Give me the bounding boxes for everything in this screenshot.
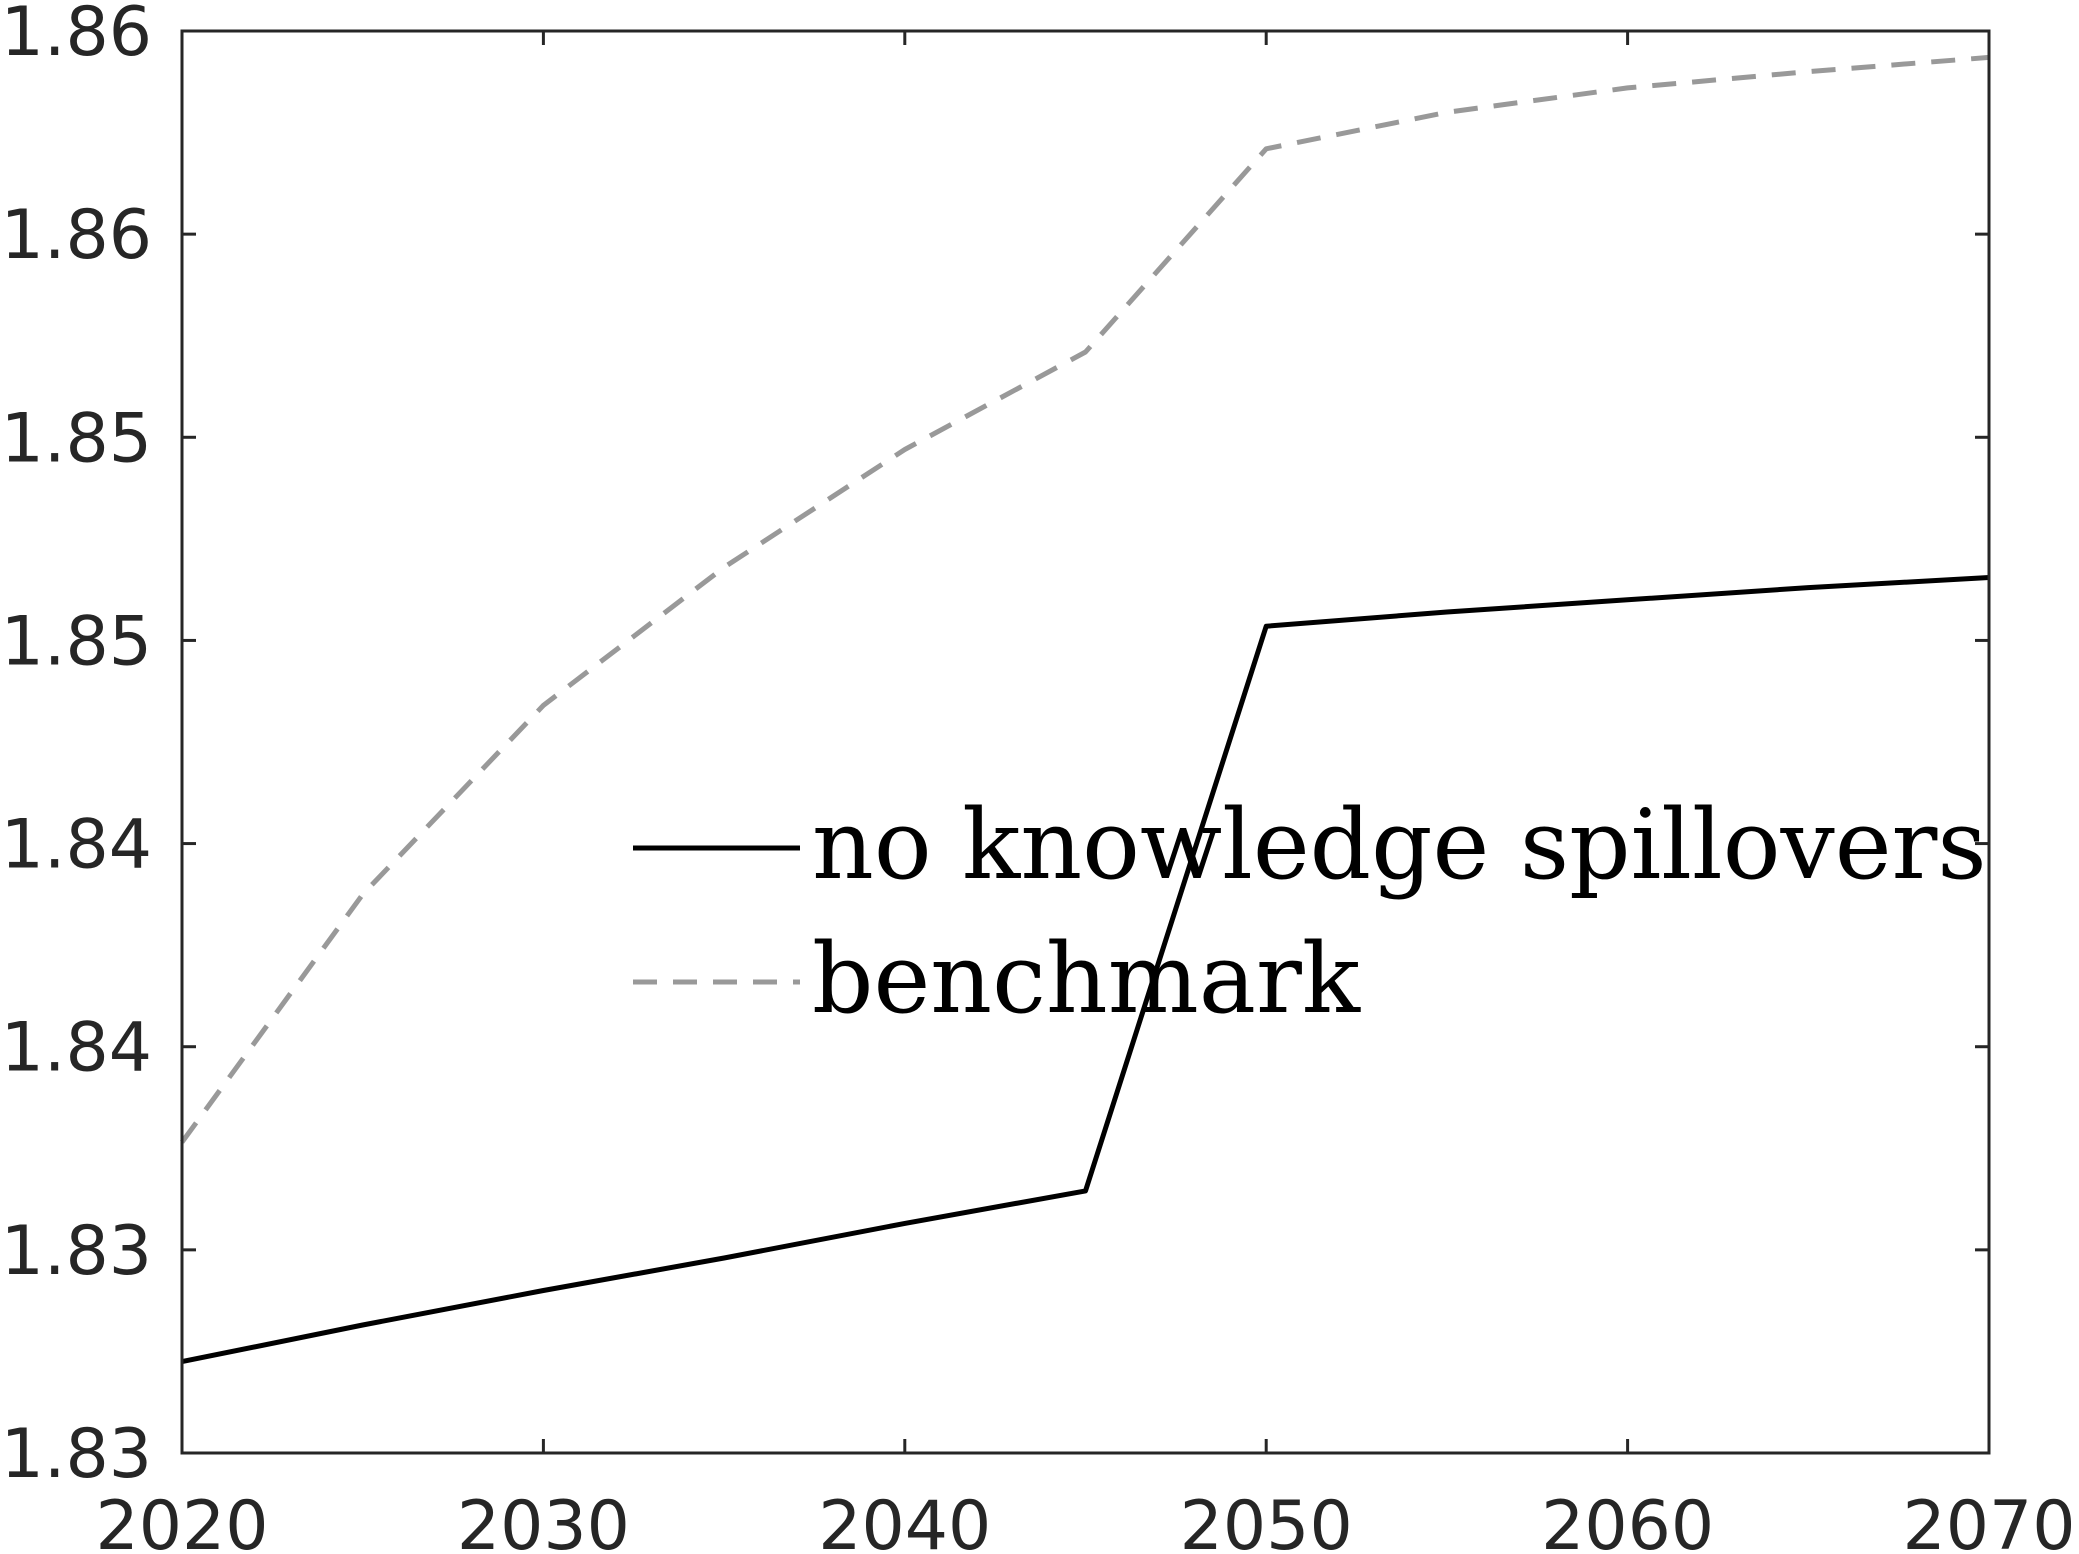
legend: no knowledge spillovers benchmark bbox=[633, 789, 1987, 1035]
y-tick-label: 1.85 bbox=[1, 602, 152, 681]
y-tick-label: 1.83 bbox=[1, 1212, 152, 1291]
x-tick-label: 2020 bbox=[95, 1487, 268, 1554]
legend-label-1: no knowledge spillovers bbox=[812, 789, 1987, 901]
x-axis-tick-labels: 2020 2030 2040 2050 2060 2070 bbox=[95, 1487, 2075, 1554]
x-tick-label: 2030 bbox=[457, 1487, 630, 1554]
series-line-2 bbox=[179, 54, 1990, 1144]
plot-frame bbox=[180, 29, 1991, 1455]
y-tick-label: 1.86 bbox=[1, 196, 152, 275]
x-tick-label: 2040 bbox=[818, 1487, 991, 1554]
y-tick-label: 1.83 bbox=[1, 1415, 152, 1494]
y-tick-label: 1.86 bbox=[1, 0, 152, 72]
y-axis-tick-labels: 1.83 1.83 1.84 1.84 1.85 1.85 1.86 1.86 bbox=[1, 0, 152, 1494]
series-line-1 bbox=[181, 575, 1990, 1365]
legend-label-2: benchmark bbox=[812, 923, 1361, 1035]
x-tick-label: 2070 bbox=[1902, 1487, 2075, 1554]
y-tick-label: 1.84 bbox=[1, 1009, 152, 1088]
x-tick-label: 2060 bbox=[1541, 1487, 1714, 1554]
x-tick-label: 2050 bbox=[1180, 1487, 1353, 1554]
plot-area bbox=[182, 31, 1989, 1453]
y-tick-label: 1.84 bbox=[1, 806, 152, 885]
y-tick-label: 1.85 bbox=[1, 399, 152, 478]
series-layer bbox=[179, 54, 1990, 1365]
